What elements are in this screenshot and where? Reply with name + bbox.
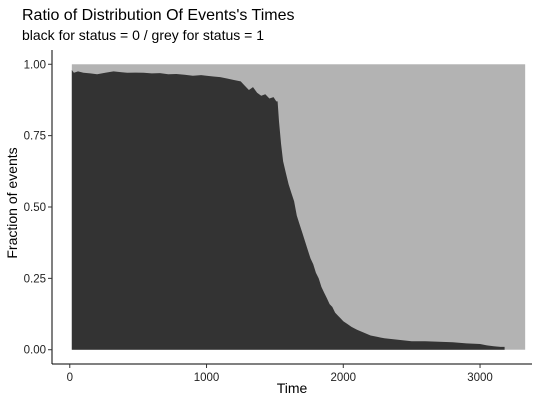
y-tick-label: 0.75: [24, 131, 46, 143]
y-axis-title: Fraction of events: [4, 147, 20, 258]
y-tick-label: 1.00: [24, 59, 46, 71]
y-tick-label: 0.00: [24, 345, 46, 357]
x-axis-title: Time: [277, 380, 308, 396]
x-axis-ticks: 0 1000 2000 3000: [67, 364, 493, 384]
x-tick-label: 0: [67, 372, 73, 384]
chart-title: Ratio of Distribution Of Events's Times: [22, 7, 294, 24]
y-tick-label: 0.50: [24, 202, 46, 214]
status-0-area: [71, 70, 505, 350]
y-tick-label: 0.25: [24, 273, 46, 285]
x-tick-label: 3000: [467, 372, 493, 384]
y-axis-ticks: 0.00 0.25 0.50 0.75 1.00: [24, 59, 52, 357]
x-tick-label: 1000: [194, 372, 220, 384]
x-tick-label: 2000: [330, 372, 356, 384]
chart-subtitle: black for status = 0 / grey for status =…: [22, 27, 264, 43]
plot-area: [71, 64, 526, 350]
